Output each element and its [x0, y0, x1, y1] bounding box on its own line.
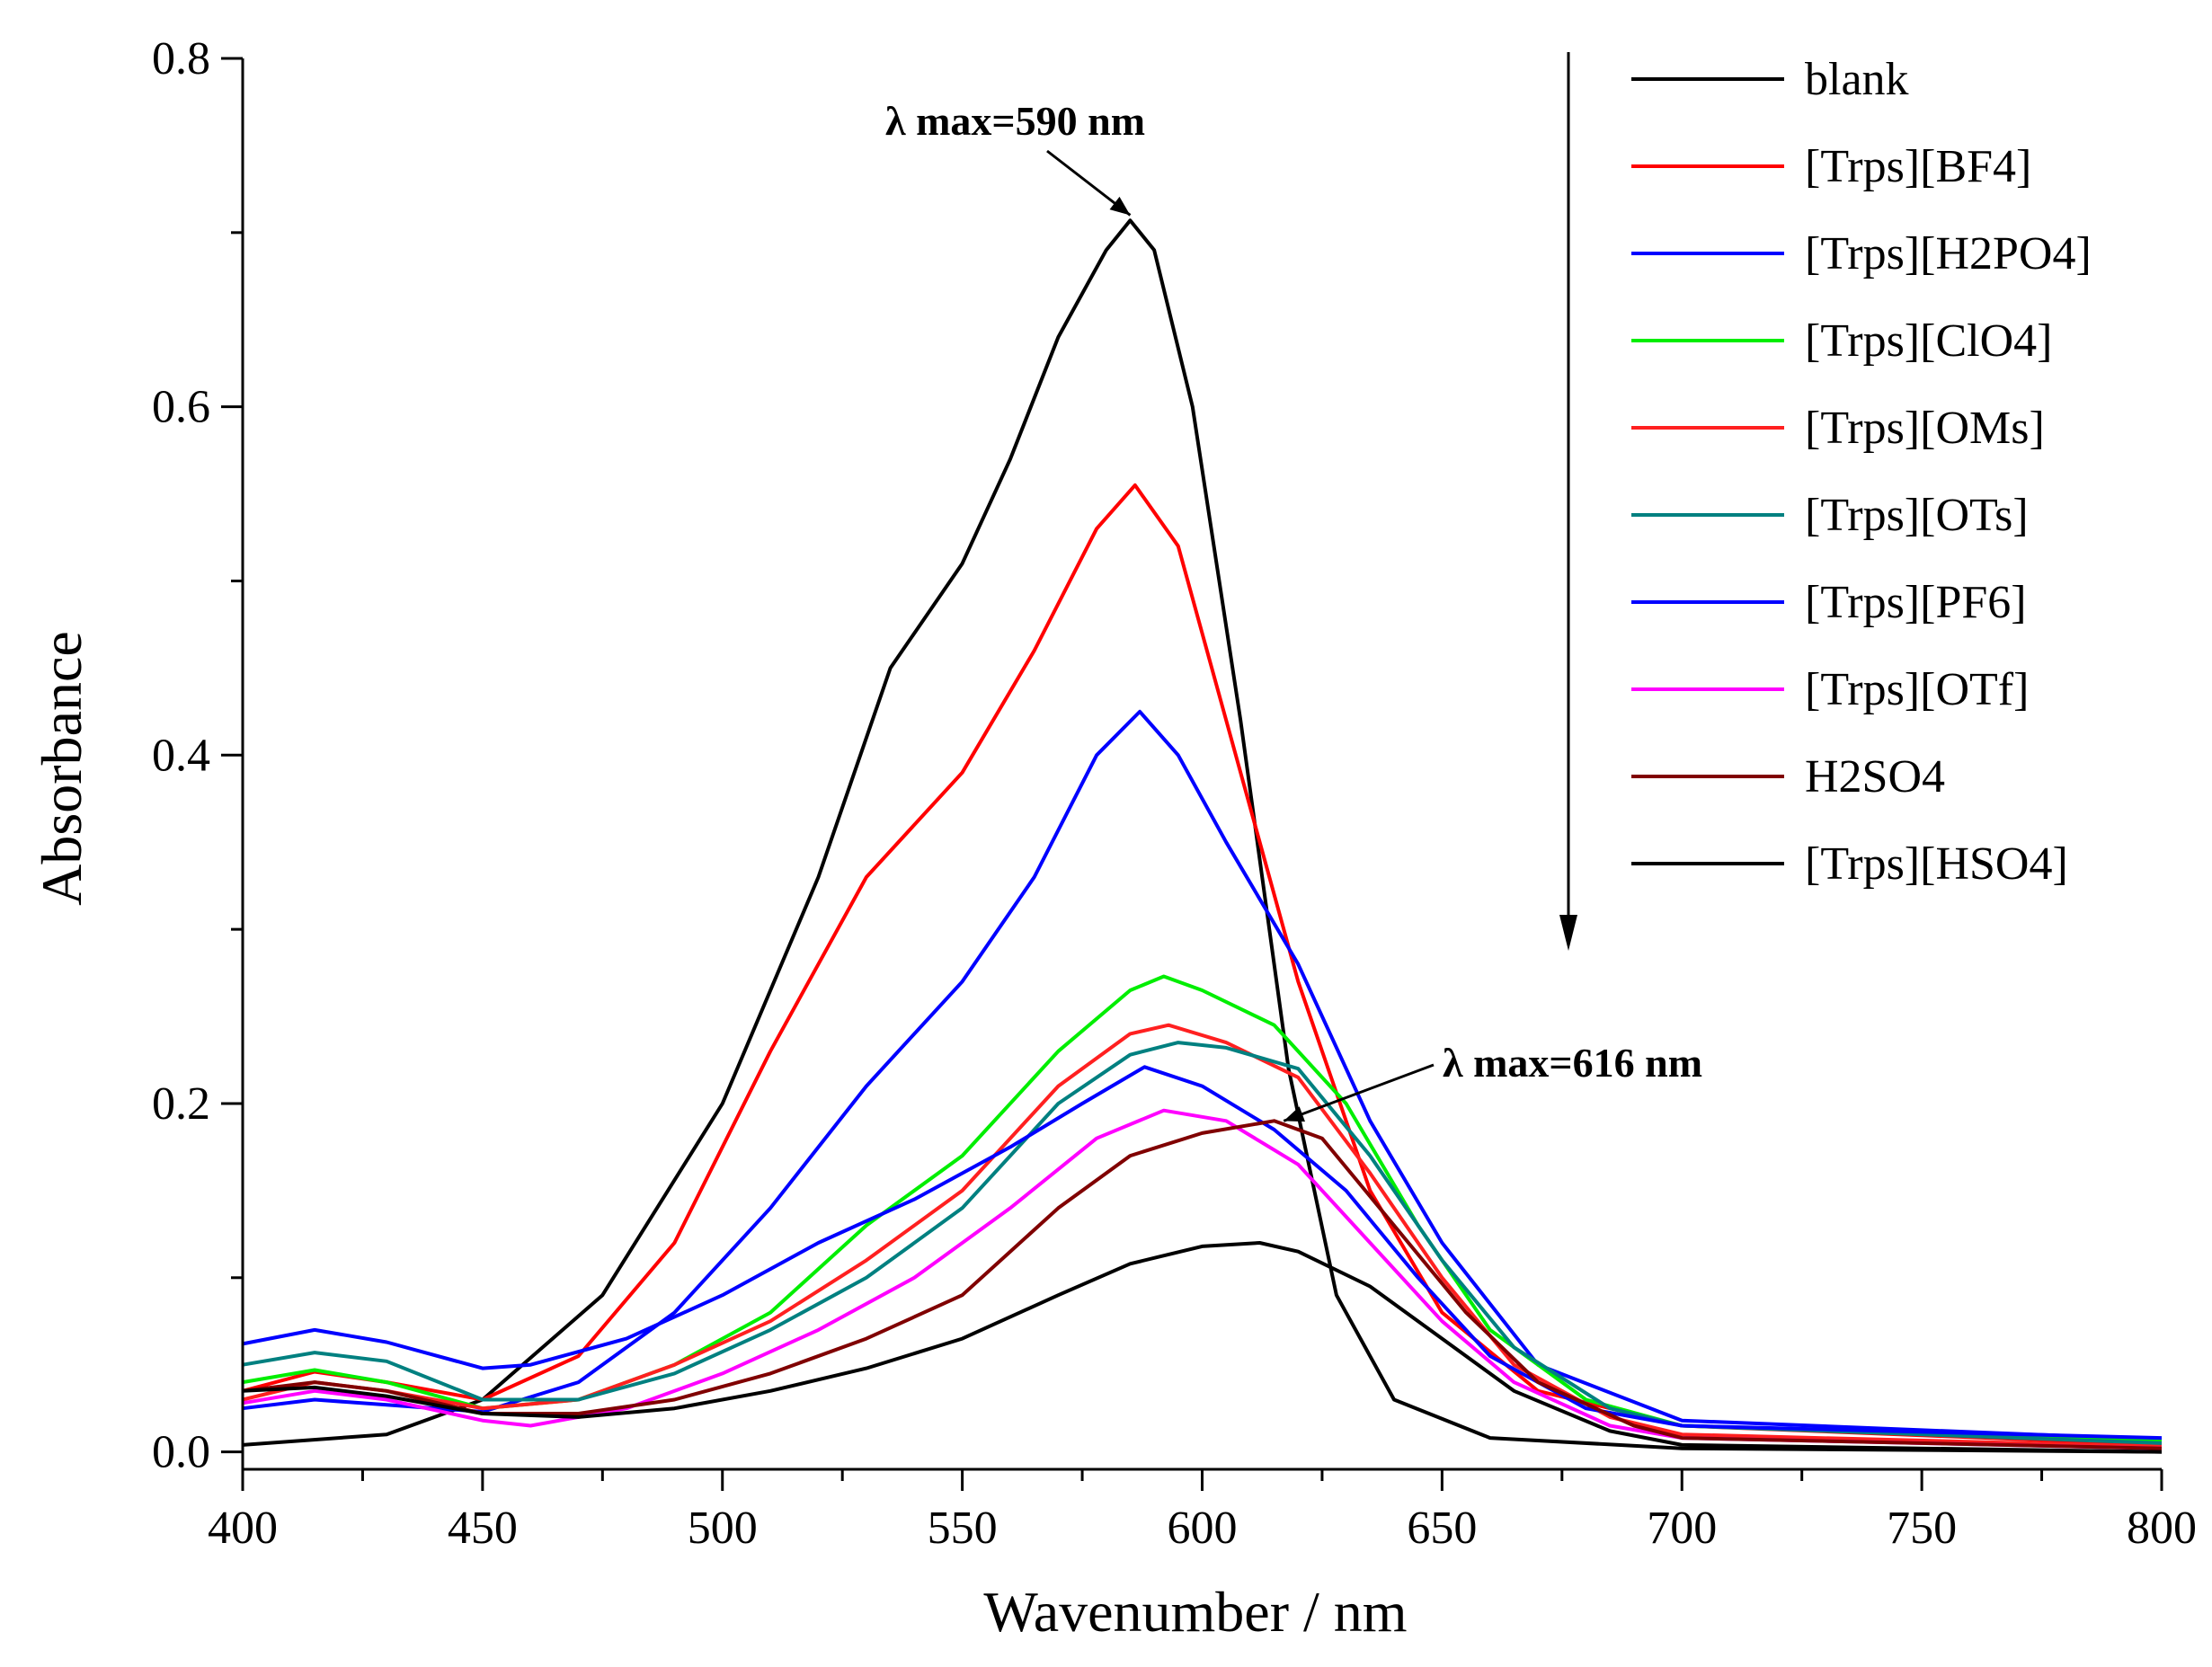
legend-label-10: [Trps][HSO4]	[1805, 838, 2068, 890]
legend-label-9: H2SO4	[1805, 751, 1945, 802]
legend-label-4: [Trps][ClO4]	[1805, 315, 2052, 367]
legend-label-5: [Trps][OMs]	[1805, 403, 2045, 454]
series-line-1	[242, 218, 2163, 1454]
y-axis-title: Absorbance	[30, 631, 93, 906]
series-line-5	[242, 1023, 2163, 1449]
series-line-10	[242, 1241, 2163, 1454]
series-line-3	[242, 709, 2163, 1441]
series-layer	[242, 218, 2163, 1454]
y-tick-label: 0.0	[152, 1427, 210, 1478]
series-line-7	[242, 1065, 2163, 1441]
x-tick-label: 600	[1168, 1503, 1238, 1554]
legend-label-6: [Trps][OTs]	[1805, 490, 2029, 541]
series-line-8	[242, 1108, 2163, 1450]
x-tick-label: 400	[208, 1503, 278, 1554]
y-tick-label: 0.6	[152, 382, 210, 433]
annotation-arrowhead-1	[1109, 196, 1131, 216]
annotation-arrow-2	[1283, 1063, 1435, 1122]
x-tick-label: 500	[688, 1503, 758, 1554]
y-tick-label: 0.8	[152, 33, 210, 84]
axes: 400 450 500 550 600 650 700 750 800 0.0 0.2 0.4 0.6 0…	[152, 33, 2197, 1554]
y-tick-label: 0.4	[152, 730, 210, 781]
x-tick-label: 450	[448, 1503, 518, 1554]
legend-label-8: [Trps][OTf]	[1805, 664, 2029, 715]
x-tick-label: 550	[928, 1503, 998, 1554]
x-tick-label: 650	[1407, 1503, 1477, 1554]
annotation-label-2: λ max=616 nm	[1443, 1040, 1702, 1086]
x-axis-title: Wavenumber / nm	[983, 1580, 1407, 1644]
legend-label-1: blank	[1805, 54, 1909, 105]
trend-arrow	[1559, 52, 1577, 951]
series-line-6	[242, 1041, 2163, 1445]
legend-label-3: [Trps][H2PO4]	[1805, 228, 2092, 279]
annotations: λ max=590 nm λ max=616 nm	[885, 98, 1702, 1122]
x-tick-label: 750	[1887, 1503, 1957, 1554]
annotation-arrowhead-2	[1284, 1106, 1305, 1122]
annotation-label-1: λ max=590 nm	[885, 98, 1145, 144]
series-line-2	[242, 483, 2163, 1447]
legend-label-7: [Trps][PF6]	[1805, 577, 2027, 628]
x-tick-label: 800	[2127, 1503, 2197, 1554]
x-tick-label: 700	[1647, 1503, 1717, 1554]
y-tick-label: 0.2	[152, 1078, 210, 1130]
legend: blank [Trps][BF4] [Trps][H2PO4] [Trps][ClO4…	[1631, 54, 2092, 890]
legend-label-2: [Trps][BF4]	[1805, 141, 2031, 192]
trend-arrow-head	[1559, 915, 1577, 951]
